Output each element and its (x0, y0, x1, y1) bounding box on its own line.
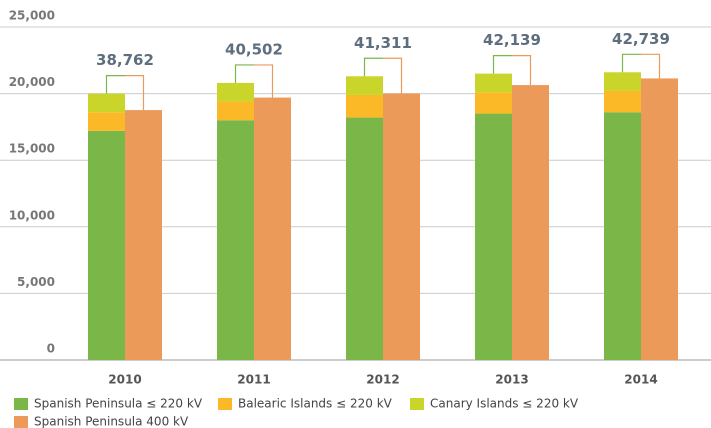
bar-segment (125, 110, 162, 361)
legend-swatch (14, 398, 28, 410)
total-bracket (621, 53, 641, 73)
total-label: 41,311 (354, 34, 412, 52)
bar-segment (88, 93, 125, 113)
bar-segment (88, 112, 125, 131)
x-tick-label: 2014 (624, 373, 657, 387)
x-tick-label: 2013 (495, 373, 528, 387)
legend-label: Spanish Peninsula ≤ 220 kV (34, 397, 203, 411)
bar-segment (383, 93, 420, 360)
total-bracket (492, 55, 512, 74)
legend-swatch (14, 416, 28, 428)
total-bracket (383, 57, 403, 94)
bar-segment (475, 73, 512, 93)
total-bracket (234, 64, 254, 83)
bar-segment (88, 130, 125, 360)
legend-swatch (218, 398, 232, 410)
bar-segment (346, 94, 383, 118)
total-bracket (254, 64, 274, 98)
y-tick-label: 0 (47, 342, 55, 356)
x-tick-label: 2012 (366, 373, 399, 387)
total-label: 42,139 (483, 31, 541, 49)
bar-segment (254, 97, 291, 360)
total-bracket (363, 57, 383, 77)
legend-label: Balearic Islands ≤ 220 kV (238, 397, 393, 411)
bar-segment (604, 112, 641, 360)
bar-segment (346, 76, 383, 95)
bar-segment (217, 101, 254, 121)
legend-label: Canary Islands ≤ 220 kV (430, 397, 579, 411)
y-tick-label: 10,000 (9, 208, 55, 222)
bar-segment (604, 90, 641, 113)
bar-segment (475, 113, 512, 360)
bar-segment (217, 82, 254, 102)
bar-segment (346, 117, 383, 361)
x-tick-label: 2011 (237, 373, 270, 387)
total-bracket (105, 75, 125, 94)
bar-segment (217, 120, 254, 361)
total-label: 40,502 (225, 40, 283, 58)
total-bracket (641, 53, 661, 79)
y-tick-label: 25,000 (9, 9, 55, 23)
y-tick-label: 20,000 (9, 75, 55, 89)
bar-segment (604, 72, 641, 91)
y-tick-label: 15,000 (9, 142, 55, 156)
bar-segment (475, 92, 512, 114)
total-label: 42,739 (612, 30, 670, 48)
total-label: 38,762 (96, 51, 154, 69)
legend-label: Spanish Peninsula 400 kV (34, 415, 189, 428)
bar-segment (641, 78, 678, 360)
x-tick-label: 2010 (108, 373, 141, 387)
bar-segment (512, 85, 549, 361)
y-tick-label: 5,000 (17, 275, 55, 289)
total-bracket (125, 75, 145, 111)
total-bracket (512, 55, 532, 86)
legend-swatch (410, 398, 424, 410)
